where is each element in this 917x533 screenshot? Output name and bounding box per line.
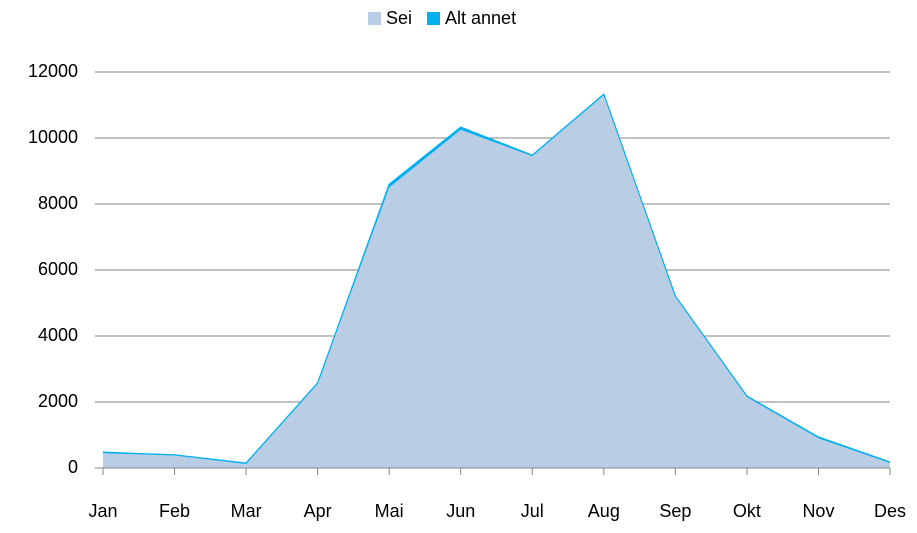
x-tick-label: Feb (159, 501, 190, 521)
x-tick-label: Jun (446, 501, 475, 521)
y-tick-label: 10000 (28, 127, 78, 147)
x-tick-label: Nov (802, 501, 834, 521)
x-tick-label: Jan (88, 501, 117, 521)
x-tick-label: Okt (733, 501, 761, 521)
y-tick-label: 2000 (38, 391, 78, 411)
legend-label: Alt annet (445, 8, 516, 28)
x-tick-label: Apr (304, 501, 332, 521)
x-tick-label: Jul (521, 501, 544, 521)
y-tick-label: 8000 (38, 193, 78, 213)
x-tick-label: Mai (375, 501, 404, 521)
legend-swatch (427, 12, 441, 25)
x-tick-label: Mar (231, 501, 262, 521)
area-fill (103, 95, 890, 468)
x-tick-label: Des (874, 501, 906, 521)
legend-swatch (368, 12, 381, 25)
legend-label: Sei (386, 8, 412, 28)
x-tick-label: Sep (659, 501, 691, 521)
x-tick-label: Aug (588, 501, 620, 521)
y-tick-label: 12000 (28, 61, 78, 81)
y-tick-label: 6000 (38, 259, 78, 279)
y-tick-label: 4000 (38, 325, 78, 345)
area-edge (102, 93, 891, 464)
y-tick-label: 0 (68, 457, 78, 477)
